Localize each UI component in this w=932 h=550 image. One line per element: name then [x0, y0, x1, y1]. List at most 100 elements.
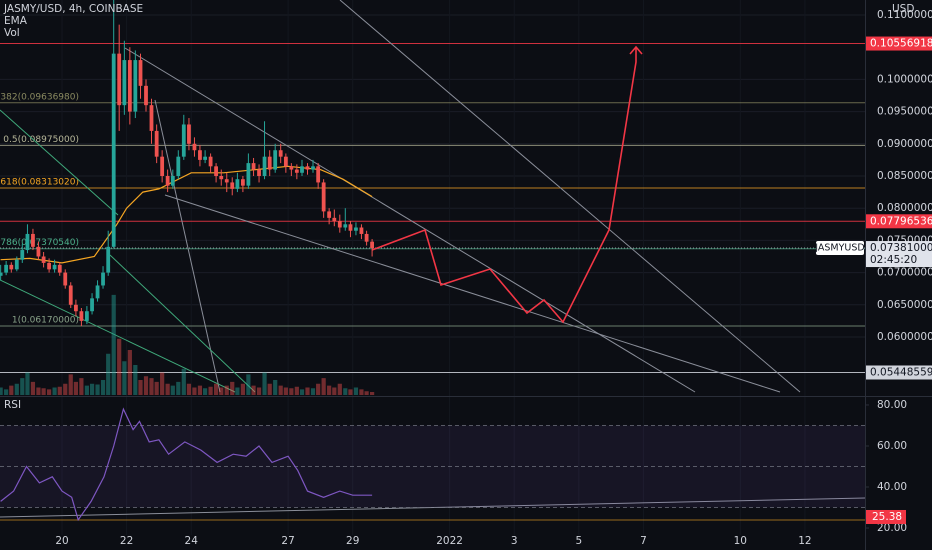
candle-body: [165, 175, 170, 186]
candle-body: [192, 143, 197, 151]
volume-bar: [30, 381, 36, 395]
rsi-trend-line: [0, 497, 866, 518]
volume-bar: [267, 383, 272, 395]
volume-bar: [106, 353, 111, 395]
y-tick-label: 0.11000000: [877, 9, 932, 21]
volume-bar: [219, 387, 224, 395]
volume-bar: [369, 392, 375, 395]
rsi-tick-label: 80.00: [877, 399, 907, 411]
volume-bar: [230, 381, 235, 395]
ema-line: [0, 165, 373, 264]
indicator-label: EMA: [4, 15, 28, 27]
volume-bar: [14, 383, 19, 395]
candle-body: [316, 166, 321, 183]
candle-body: [289, 166, 294, 170]
candle-body: [20, 250, 25, 260]
volume-bar: [68, 374, 73, 395]
volume-bar: [203, 388, 208, 395]
volume-bar: [138, 380, 143, 395]
volume-bar: [192, 387, 197, 395]
volume-bar: [117, 338, 122, 395]
candle-body: [47, 262, 51, 270]
fib-label: 1(0.06170000): [12, 316, 79, 326]
candle-body: [348, 224, 353, 231]
volume-bar: [343, 388, 348, 395]
volume-bar: [348, 389, 353, 395]
volume-bar: [79, 378, 84, 395]
volume-bar: [9, 385, 14, 395]
volume-bar: [273, 380, 278, 395]
candle-body: [31, 233, 35, 247]
candle-body: [84, 311, 89, 321]
candle-body: [122, 60, 127, 106]
channel-line: [0, 109, 119, 216]
candle-body: [343, 224, 348, 228]
candle-body: [74, 304, 78, 312]
candle-body: [0, 272, 3, 276]
volume-bar: [240, 383, 245, 395]
rsi-pane: [0, 407, 866, 522]
candle-body: [327, 211, 332, 218]
channel-line: [0, 279, 236, 393]
fib-label: 0.5(0.08975000): [3, 135, 79, 145]
volume: [0, 294, 375, 395]
volume-bar: [208, 386, 213, 395]
x-tick-label: 2022: [436, 535, 463, 547]
candle-body: [79, 311, 84, 321]
volume-bar: [25, 372, 30, 395]
drawings: [0, 0, 801, 393]
volume-bar: [310, 388, 316, 395]
volume-bar: [359, 389, 364, 395]
volume-bar: [176, 381, 181, 395]
candle-body: [133, 60, 138, 112]
fib-label: 0.618(0.08313020): [0, 178, 79, 188]
candle-body: [176, 156, 181, 176]
candle-body: [149, 105, 154, 131]
volume-bar: [52, 387, 57, 395]
x-tick-label: 22: [120, 535, 133, 547]
candle-body: [90, 298, 94, 312]
volume-bar: [353, 387, 359, 395]
volume-bar: [4, 389, 9, 395]
rsi-line: [0, 407, 373, 522]
volume-bar: [154, 381, 159, 395]
countdown-label: 02:45:20: [870, 254, 917, 266]
volume-bar: [262, 372, 267, 395]
rsi-tick-label: 40.00: [877, 481, 907, 493]
candle-body: [203, 156, 208, 160]
candle-body: [235, 179, 240, 189]
rsi-tick-label: 20.00: [877, 522, 907, 534]
price-label: 0.05448559: [870, 366, 932, 378]
candle-body: [63, 272, 68, 286]
candle-body: [230, 182, 235, 189]
candle-body: [144, 85, 148, 106]
volume-bar: [256, 387, 262, 395]
volume-bar: [321, 378, 326, 395]
candle-body: [267, 156, 272, 170]
candle-body: [337, 221, 342, 228]
price-label: 0.10556918: [870, 38, 932, 50]
projection-path: [371, 48, 637, 324]
volume-bar: [63, 383, 68, 395]
candle-body: [354, 227, 358, 231]
candle-body: [214, 166, 218, 176]
volume-bar: [246, 374, 251, 395]
volume-bar: [20, 378, 25, 395]
trend-line: [154, 99, 221, 393]
volume-bar: [127, 350, 132, 395]
volume-bar: [289, 388, 294, 395]
candle-body: [246, 163, 251, 186]
candle-body: [198, 150, 202, 160]
rsi-band: [0, 425, 865, 508]
candle-body: [36, 246, 41, 257]
candles: [0, 0, 374, 327]
last-price-box: [866, 241, 932, 268]
candle-body: [311, 166, 315, 170]
candle-body: [187, 124, 191, 144]
volume-bar: [332, 387, 337, 395]
candle-body: [57, 264, 62, 273]
candle-body: [283, 156, 288, 167]
